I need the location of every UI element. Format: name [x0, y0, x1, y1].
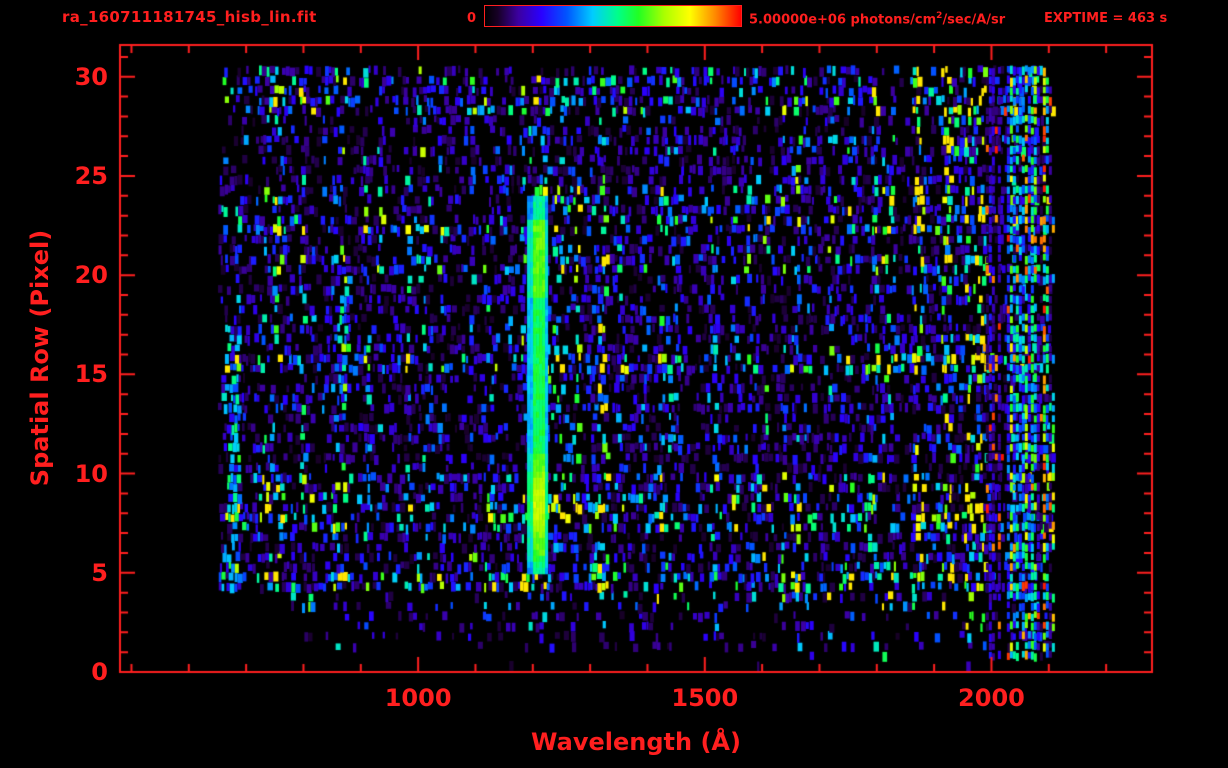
- y-tick-label: 15: [74, 360, 108, 389]
- x-axis-title: Wavelength (Å): [531, 728, 741, 756]
- x-tick-label: 1500: [671, 684, 739, 712]
- plot-area: [120, 45, 1152, 672]
- y-tick-label: 30: [74, 62, 108, 91]
- x-tick-label: 1000: [384, 684, 452, 712]
- colorbar-units-suffix: /sec/A/sr: [942, 12, 1006, 28]
- y-tick-label: 20: [74, 261, 108, 290]
- y-tick-label: 0: [91, 658, 108, 686]
- y-tick-label: 25: [74, 161, 108, 190]
- exptime-label: EXPTIME = 463 s: [1044, 11, 1168, 26]
- x-tick-label: 2000: [958, 684, 1025, 712]
- y-tick-label: 5: [91, 558, 108, 587]
- colorbar-units-superscript: 2: [936, 11, 943, 21]
- colorbar-min-label: 0: [466, 11, 476, 26]
- y-tick-label: 10: [74, 459, 108, 488]
- filename-title: ra_160711181745_hisb_lin.fit: [62, 8, 317, 26]
- colorbar-max-label: 5.00000e+06 photons/cm2/sec/A/sr: [749, 11, 1005, 27]
- colorbar: [484, 5, 742, 27]
- colorbar-max-value: 5.00000e+06 photons/cm: [749, 12, 937, 28]
